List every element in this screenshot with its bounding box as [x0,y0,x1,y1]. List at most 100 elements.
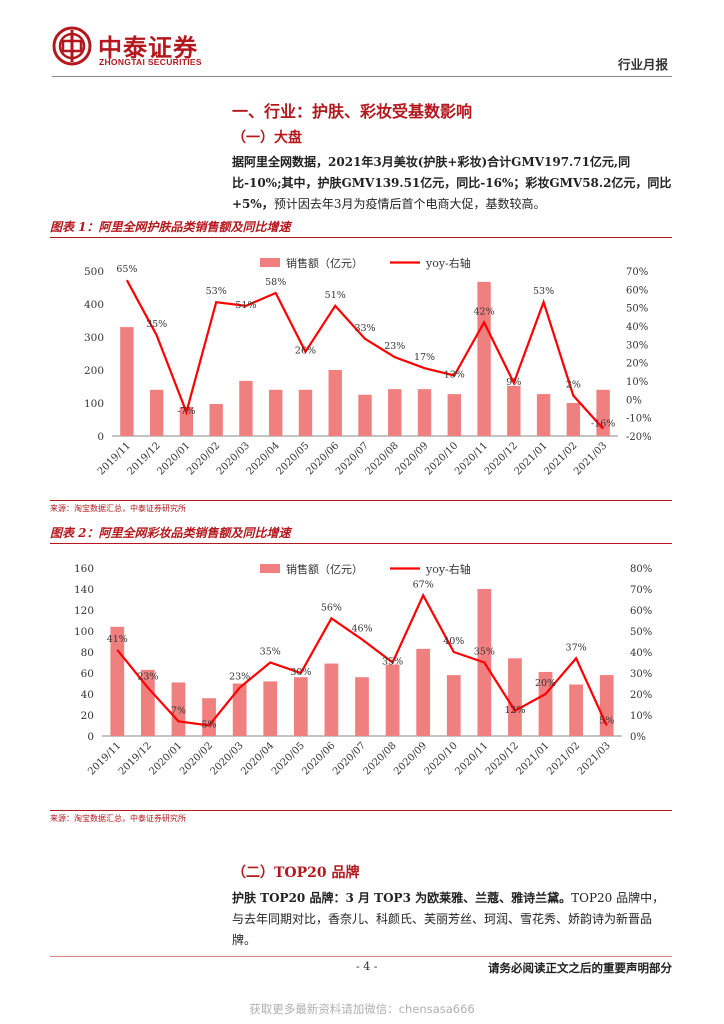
yoy-data-label: 13% [444,370,465,381]
market-paragraph-bold: 据阿里全网数据，2021年3月美妆(护肤+彩妆)合计GMV197.71亿元,同比… [232,155,672,211]
figure2-title-rule [50,543,672,544]
figure1-title-rule [50,237,672,238]
yoy-data-label: 41% [107,634,128,645]
top20-paragraph-normal: TOP20 品牌中，与去年同期对比，香奈儿、科颜氏、芙丽芳丝、珂润、雪花秀、娇韵… [232,891,665,947]
y-left-tick-label: 140 [74,584,94,596]
sales-bar [149,389,164,436]
makeup-chart: 0 20 40 60 80 100 120 140 160 0% 10% 20% 30% 40% 50% 60… [74,562,652,777]
y-right-tick-label: -10% [626,414,652,425]
y-right-tick-label: 70% [630,585,652,596]
sales-bar [141,669,155,736]
y-left-tick-label: 160 [74,563,94,575]
yoy-data-label: -16% [591,419,615,430]
yoy-data-label: 20% [535,678,556,689]
y-right-tick-label: 40% [626,322,648,333]
skincare-chart: 0 100 200 300 400 500 -20% -10% 0% 10% 20% 30% 40% 50… [84,256,652,477]
yoy-data-label: 51% [325,290,346,301]
company-logo: 中泰证券 ZHONGTAI SECURITIES [52,26,222,72]
yoy-data-label: 23% [229,672,250,683]
page-header: 中泰证券 ZHONGTAI SECURITIES 行业月报 [0,0,724,80]
y-right-tick-label: 20% [626,359,648,370]
report-type: 行业月报 [617,57,668,72]
yoy-data-label: 5% [599,716,614,727]
sales-bar [202,698,216,736]
yoy-data-label: 56% [321,602,342,613]
figure2-source-rule [50,810,672,811]
sales-bar [263,681,278,736]
yoy-data-label: 37% [566,642,587,653]
x-tick-label: 2021/03 [576,740,613,777]
sales-bar [385,664,400,736]
y-right-tick-label: 10% [626,377,648,388]
yoy-data-label: 42% [473,306,494,317]
sales-bar [298,389,313,436]
sales-bar [599,675,614,736]
y-left-tick-label: 300 [84,332,104,344]
subsection-title-top20: （二）TOP20 品牌 [232,865,360,881]
figure1-title: 图表 1：阿里全网护肤品类销售额及同比增速 [50,216,672,238]
y-left-tick-label: 100 [84,398,104,410]
yoy-data-label: 7% [171,705,186,716]
zhongtai-logo-icon [52,26,92,66]
top20-paragraph: 护肤 TOP20 品牌：3 月 TOP3 为欧莱雅、兰蔻、雅诗兰黛。TOP20 … [232,888,672,951]
y-left-tick-label: 40 [81,689,94,701]
yoy-data-label: 35% [146,319,167,330]
disclaimer-note: 请务必阅读正文之后的重要声明部分 [488,961,672,975]
figure2-title: 图表 2：阿里全网彩妆品类销售额及同比增速 [50,522,672,544]
yoy-data-label: 35% [474,647,495,658]
sales-bar [239,380,253,436]
y-left-tick-label: 80 [81,647,94,659]
sales-bar [416,648,431,736]
y-left-tick-label: 200 [84,365,104,377]
yoy-data-label: 23% [137,672,158,683]
legend-line-label: yoy-右轴 [425,562,471,576]
figure1-source: 来源：淘宝数据汇总，中泰证券研究所 [50,504,186,513]
y-right-tick-label: 60% [630,606,652,617]
y-left-tick-label: 120 [74,605,94,617]
sales-bar [293,677,308,736]
footer-divider [50,956,672,957]
y-left-tick-label: 0 [97,431,104,443]
sales-bar [269,389,283,436]
sales-bar [232,683,247,736]
yoy-data-label: 23% [384,341,405,352]
logo-chinese-name: 中泰证券 [98,34,198,62]
y-left-tick-label: 100 [74,626,94,638]
sales-bar [508,658,522,736]
yoy-line [125,279,604,430]
figure2-title-text: 图表 2：阿里全网彩妆品类销售额及同比增速 [50,526,291,540]
y-right-tick-label: 20% [630,690,652,701]
yoy-data-label: 35% [260,647,281,658]
yoy-data-label: 30% [290,667,311,678]
page-number: - 4 - [356,960,378,973]
yoy-data-label: 58% [265,277,286,288]
top20-paragraph-bold: 护肤 TOP20 品牌：3 月 TOP3 为欧莱雅、兰蔻、雅诗兰黛。 [232,891,572,905]
y-right-tick-label: -20% [626,432,652,443]
yoy-data-label: 12% [504,705,525,716]
y-right-tick-label: 10% [630,711,652,722]
legend-bar-label: 销售额（亿元） [286,562,363,576]
sales-bar [120,327,134,436]
figure2-source: 来源：淘宝数据汇总，中泰证券研究所 [50,814,186,823]
legend-bar-swatch [260,258,280,267]
sales-bar [179,406,194,436]
legend-line-label: yoy-右轴 [425,256,471,270]
yoy-data-label: 35% [382,657,403,668]
y-right-tick-label: 60% [626,285,648,296]
y-left-tick-label: 0 [87,731,94,743]
sales-bar [358,394,372,436]
sales-bar [324,663,339,736]
yoy-data-label: 2% [566,380,581,391]
sales-bar [388,389,402,436]
sales-bar [477,281,491,436]
yoy-data-label: 26% [295,346,316,357]
y-right-tick-label: 0% [630,732,646,743]
subsection-title-market: （一）大盘 [232,130,302,146]
sales-bar [417,389,432,436]
market-paragraph-normal: 预计因去年3月为疫情后首个电商大促，基数较高。 [273,197,546,211]
yoy-data-label: 46% [351,623,372,634]
y-left-tick-label: 20 [81,710,94,722]
y-right-tick-label: 80% [630,564,652,575]
sales-bar [569,684,583,736]
yoy-line [116,592,608,727]
